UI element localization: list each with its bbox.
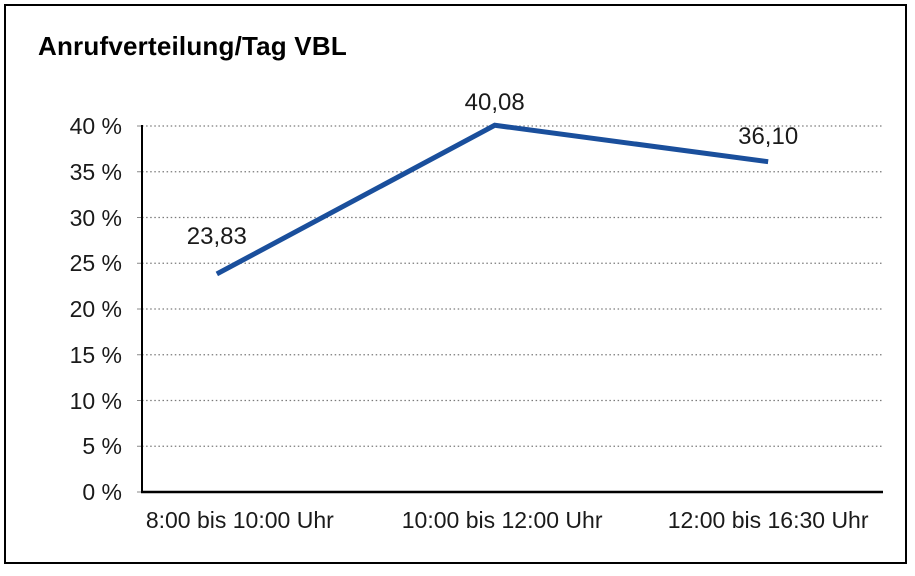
data-point-label: 36,10 [738,122,799,150]
data-point-label: 40,08 [464,89,525,117]
y-tick-label: 25 % [69,250,122,277]
y-tick-label: 20 % [69,296,122,322]
chart-border [4,4,907,564]
y-tick-label: 15 % [69,341,122,368]
chart-title: Anrufverteilung/Tag VBL [38,31,347,61]
y-tick-label: 35 % [69,158,122,185]
y-tick-label: 30 % [69,204,122,231]
y-tick-label: 40 % [69,113,122,139]
x-category-label: 12:00 bis 16:30 Uhr [667,507,869,533]
data-line-series [215,122,769,277]
y-tick-label: 5 % [82,433,122,460]
y-tick-label: 10 % [69,387,122,414]
x-category-label: 8:00 bis 10:00 Uhr [145,507,334,533]
data-point-label: 23,83 [186,222,247,250]
x-category-label: 10:00 bis 12:00 Uhr [401,507,603,533]
y-tick-label: 0 % [82,479,122,505]
